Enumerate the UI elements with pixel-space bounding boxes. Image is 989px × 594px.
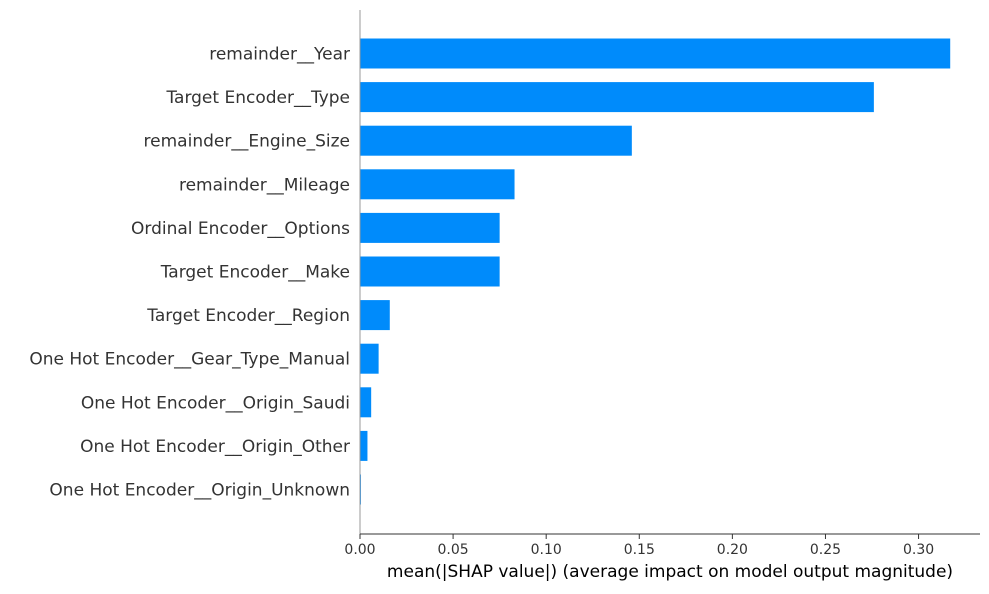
- x-ticks: 0.00 0.05 0.10 0.15 0.20 0.25 0.30: [344, 534, 934, 558]
- bar-2: [360, 125, 632, 156]
- y-tick-label-9: One Hot Encoder__Origin_Other: [80, 437, 350, 457]
- y-tick-label-4: Ordinal Encoder__Options: [131, 219, 350, 239]
- x-tick-label-1: 0.05: [438, 542, 469, 558]
- bar-6: [360, 300, 390, 331]
- y-tick-label-7: One Hot Encoder__Gear_Type_Manual: [29, 350, 350, 370]
- bar-3: [360, 169, 515, 200]
- y-tick-label-6: Target Encoder__Region: [146, 306, 350, 326]
- x-tick-label-0: 0.00: [344, 542, 375, 558]
- bar-7: [360, 343, 379, 374]
- y-tick-label-8: One Hot Encoder__Origin_Saudi: [81, 393, 350, 413]
- bar-4: [360, 212, 500, 243]
- bar-8: [360, 387, 372, 418]
- y-tick-label-3: remainder__Mileage: [179, 175, 350, 195]
- bars-layer: [360, 38, 951, 505]
- y-tick-label-5: Target Encoder__Make: [160, 263, 350, 283]
- x-axis-label: mean(|SHAP value|) (average impact on mo…: [387, 562, 953, 582]
- y-tick-label-2: remainder__Engine_Size: [144, 132, 350, 152]
- x-tick-label-4: 0.20: [717, 542, 748, 558]
- y-tick-label-1: Target Encoder__Type: [165, 88, 350, 108]
- x-tick-label-5: 0.25: [810, 542, 841, 558]
- x-tick-label-6: 0.30: [903, 542, 934, 558]
- bar-1: [360, 82, 874, 113]
- y-tick-label-10: One Hot Encoder__Origin_Unknown: [49, 481, 350, 501]
- bar-9: [360, 430, 368, 461]
- x-tick-label-3: 0.15: [624, 542, 655, 558]
- bar-5: [360, 256, 500, 287]
- y-tick-label-0: remainder__Year: [209, 45, 350, 65]
- x-tick-label-2: 0.10: [531, 542, 562, 558]
- bar-0: [360, 38, 951, 69]
- y-tick-labels: remainder__Year Target Encoder__Typeremai…: [29, 45, 350, 501]
